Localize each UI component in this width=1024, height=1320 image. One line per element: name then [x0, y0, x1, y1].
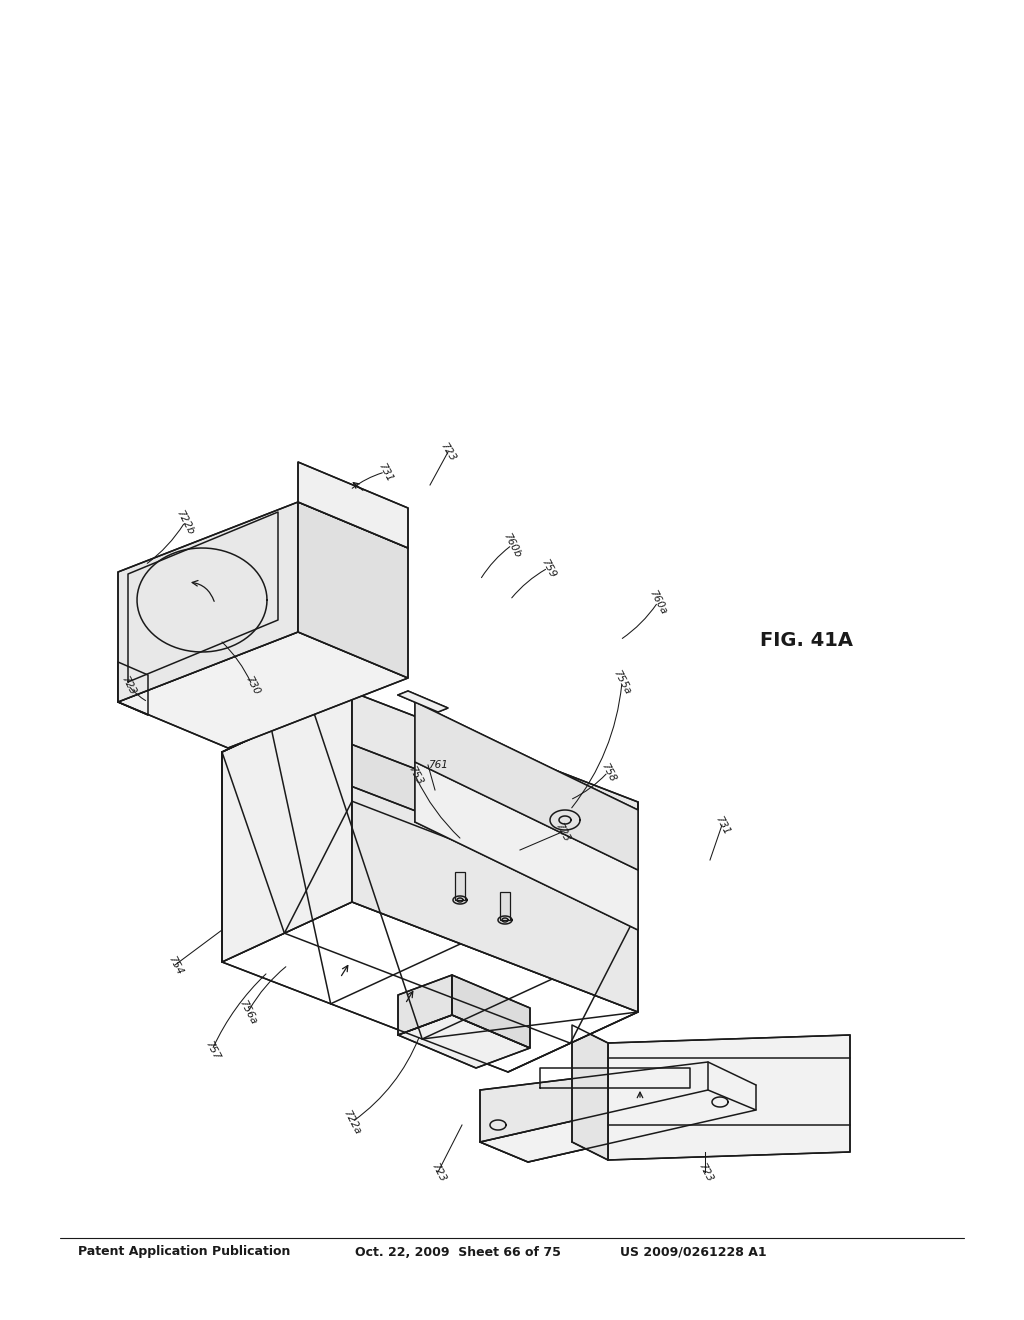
Polygon shape: [222, 902, 638, 1072]
Text: Patent Application Publication: Patent Application Publication: [78, 1246, 291, 1258]
Text: US 2009/0261228 A1: US 2009/0261228 A1: [620, 1246, 767, 1258]
Polygon shape: [480, 1090, 756, 1162]
Text: 760a: 760a: [647, 589, 669, 616]
Text: 722a: 722a: [341, 1107, 362, 1137]
Polygon shape: [398, 1015, 530, 1068]
Polygon shape: [708, 1063, 756, 1110]
Text: 723: 723: [553, 821, 571, 843]
Polygon shape: [480, 1090, 756, 1162]
Text: 758: 758: [599, 760, 617, 783]
Text: 756a: 756a: [238, 998, 259, 1026]
Polygon shape: [118, 632, 408, 748]
Text: 731: 731: [713, 814, 731, 836]
Text: 723: 723: [696, 1160, 714, 1183]
Text: 759: 759: [539, 557, 557, 579]
Text: 723: 723: [429, 1160, 447, 1183]
Text: 730: 730: [243, 675, 261, 696]
Polygon shape: [415, 702, 638, 870]
Text: 754: 754: [166, 954, 184, 975]
Polygon shape: [572, 1026, 608, 1160]
Polygon shape: [352, 692, 638, 1012]
Text: 761: 761: [428, 760, 447, 770]
Text: 731: 731: [376, 461, 394, 483]
Text: 755a: 755a: [611, 668, 633, 696]
Text: 722b: 722b: [174, 508, 196, 536]
Text: 723: 723: [438, 441, 458, 463]
Polygon shape: [398, 975, 452, 1035]
Polygon shape: [452, 975, 530, 1048]
Polygon shape: [298, 502, 408, 678]
Text: FIG. 41A: FIG. 41A: [760, 631, 853, 649]
Text: 753: 753: [406, 764, 424, 787]
Text: 760b: 760b: [502, 531, 522, 560]
Text: 757: 757: [203, 1039, 221, 1061]
Text: Oct. 22, 2009  Sheet 66 of 75: Oct. 22, 2009 Sheet 66 of 75: [355, 1246, 561, 1258]
Polygon shape: [415, 762, 638, 931]
Polygon shape: [455, 873, 465, 900]
Polygon shape: [352, 744, 638, 896]
Polygon shape: [298, 462, 408, 548]
Polygon shape: [398, 690, 449, 711]
Polygon shape: [118, 502, 298, 702]
Text: 723: 723: [119, 675, 137, 696]
Polygon shape: [608, 1035, 850, 1160]
Polygon shape: [500, 892, 510, 920]
Polygon shape: [222, 692, 352, 962]
Polygon shape: [480, 1063, 708, 1142]
Polygon shape: [118, 663, 148, 715]
